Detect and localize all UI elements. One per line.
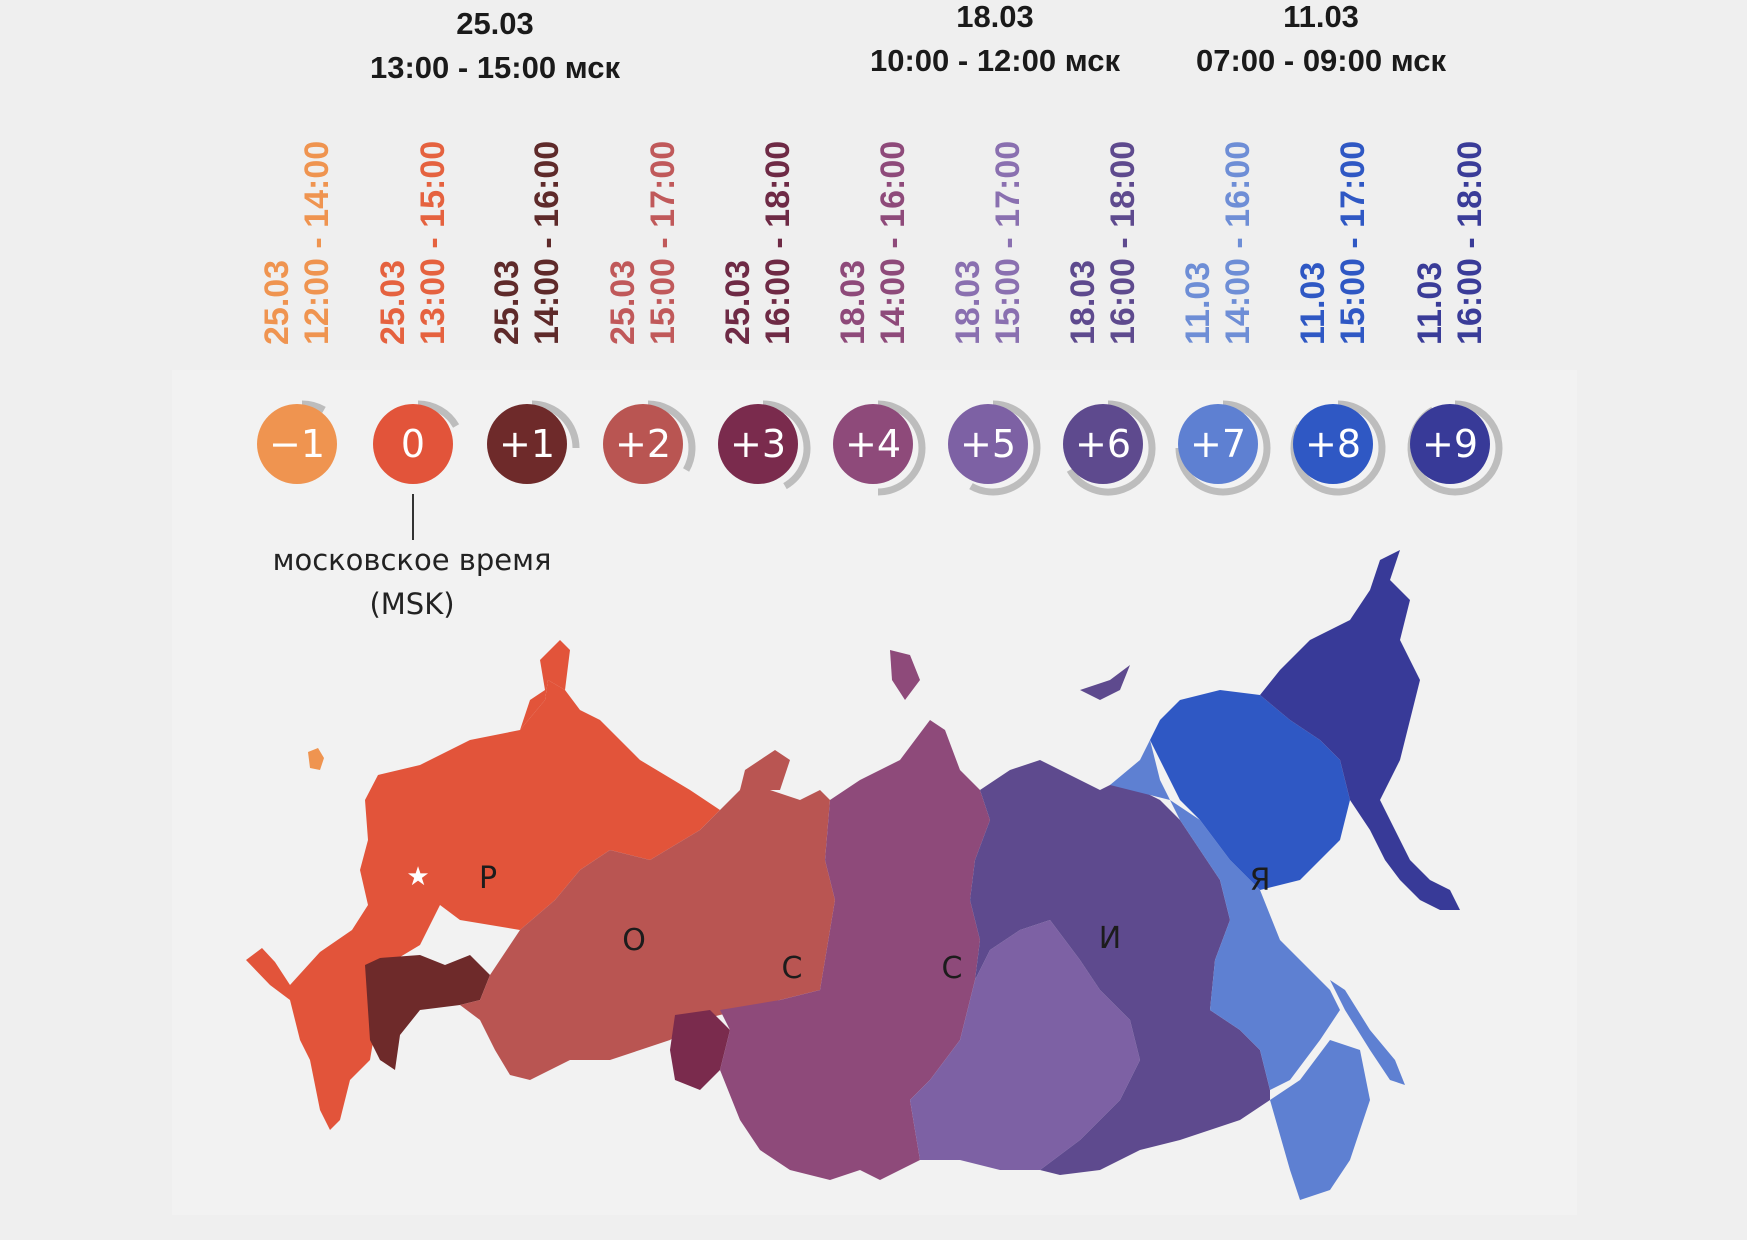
zone-progress-ring [969,400,1041,496]
region-zone-plus9 [1260,550,1460,910]
zone-badge: 0 [373,404,453,484]
zone-badge: +5 [948,404,1028,484]
zone-progress-ring [647,400,696,472]
zone-progress-ring [877,400,926,496]
country-letter-5: И [1099,921,1121,956]
msk-pointer-line [412,494,414,540]
region-zone-0-north [520,640,570,730]
moscow-star-icon: ★ [406,862,429,892]
zone-badge: +1 [487,404,567,484]
zone-progress-ring [1175,400,1271,496]
region-zone-plus5 [910,920,1140,1170]
msk-note-line2: (MSK) [369,587,455,621]
region-zone-plus3 [670,1010,730,1090]
zone-badge: +7 [1178,404,1258,484]
header-time: 10:00 - 12:00 мск [869,43,1120,78]
region-zone-plus4 [720,720,990,1180]
zone-badge: +2 [603,404,683,484]
header-date: 25.03 [456,6,534,41]
msk-note-line1: московское время [272,543,552,577]
region-kaliningrad [308,748,324,770]
header-date: 11.03 [1283,0,1359,34]
region-zone-plus6 [970,760,1270,1175]
header-time: 07:00 - 09:00 мск [1195,43,1446,78]
header-date: 18.03 [956,0,1034,34]
header-group-3: 11.03 07:00 - 09:00 мск [1176,0,1466,83]
region-zone-0 [246,680,720,1130]
region-zone-plus4-island [890,650,920,700]
zone-badge: +9 [1410,404,1490,484]
country-letter-6: Я [1250,863,1271,898]
region-zone-plus8 [1150,690,1350,890]
region-zone-plus7-south [1270,1040,1370,1200]
zone-progress-ring [531,400,580,449]
country-letter-1: Р [479,861,497,896]
region-zone-plus1 [365,955,490,1070]
header-group-1: 25.03 13:00 - 15:00 мск [350,2,640,90]
zone-badge: +8 [1293,404,1373,484]
zone-badge: +6 [1063,404,1143,484]
zone-badge: −1 [257,404,337,484]
country-letter-3: С [782,951,803,986]
zone-badge: +4 [833,404,913,484]
zone-progress-ring [1066,400,1156,496]
country-letter-4: С [942,951,963,986]
region-sakhalin [1330,980,1405,1085]
region-zone-plus2 [460,760,835,1080]
msk-note: московское время (MSK) [252,538,572,626]
zone-badge: +3 [718,404,798,484]
header-time: 13:00 - 15:00 мск [369,50,620,85]
region-zone-plus6-islands [1080,665,1130,700]
header-group-2: 18.03 10:00 - 12:00 мск [850,0,1140,83]
zone-progress-ring [762,400,811,490]
region-zone-plus7 [1110,740,1340,1090]
region-zone-plus2-peninsula [740,750,790,790]
country-letter-2: О [622,923,646,958]
